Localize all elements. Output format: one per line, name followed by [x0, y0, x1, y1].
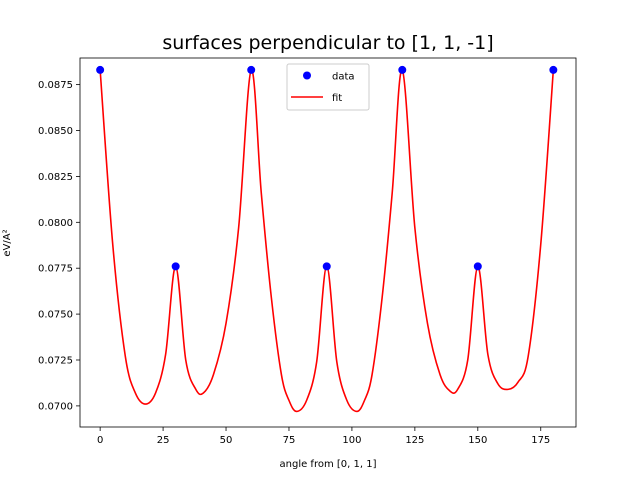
y-tick-label: 0.0825 [38, 172, 73, 183]
y-tick-label: 0.0800 [38, 218, 73, 229]
y-axis: 0.0700 0.0725 0.0750 0.0775 0.0800 0.0825 0.08… [38, 80, 80, 412]
plot-frame [79, 57, 577, 428]
plot-area [79, 57, 577, 428]
x-axis-label: angle from [0, 1, 1] [280, 459, 377, 470]
y-tick-label: 0.0750 [38, 310, 73, 321]
x-tick-label: 50 [220, 435, 233, 446]
x-tick-label: 75 [283, 435, 296, 446]
y-tick-label: 0.0725 [38, 355, 73, 366]
x-tick-label: 0 [97, 435, 103, 446]
legend-data-label: data [332, 72, 355, 83]
data-point [247, 65, 256, 74]
x-tick-label: 25 [157, 435, 170, 446]
x-tick-label: 175 [531, 435, 550, 446]
legend: data fit [286, 63, 370, 111]
chart-title: surfaces perpendicular to [1, 1, -1] [162, 32, 493, 54]
y-tick-label: 0.0775 [38, 264, 73, 275]
data-point [96, 65, 105, 74]
data-point [549, 65, 558, 74]
data-point [322, 262, 331, 271]
legend-frame [286, 63, 370, 111]
data-point [473, 262, 482, 271]
y-tick-label: 0.0850 [38, 126, 73, 137]
y-tick-label: 0.0875 [38, 80, 73, 91]
x-axis: 0 25 50 75 100 125 150 175 [97, 427, 550, 446]
data-series [96, 65, 558, 271]
data-point [171, 262, 180, 271]
legend-data-marker [303, 71, 311, 80]
legend-fit-label: fit [332, 93, 342, 104]
y-tick-label: 0.0700 [38, 401, 73, 412]
data-point [398, 65, 407, 74]
x-tick-label: 125 [405, 435, 424, 446]
x-tick-label: 100 [342, 435, 361, 446]
y-axis-label: eV/A² [2, 229, 13, 256]
x-tick-label: 150 [468, 435, 487, 446]
